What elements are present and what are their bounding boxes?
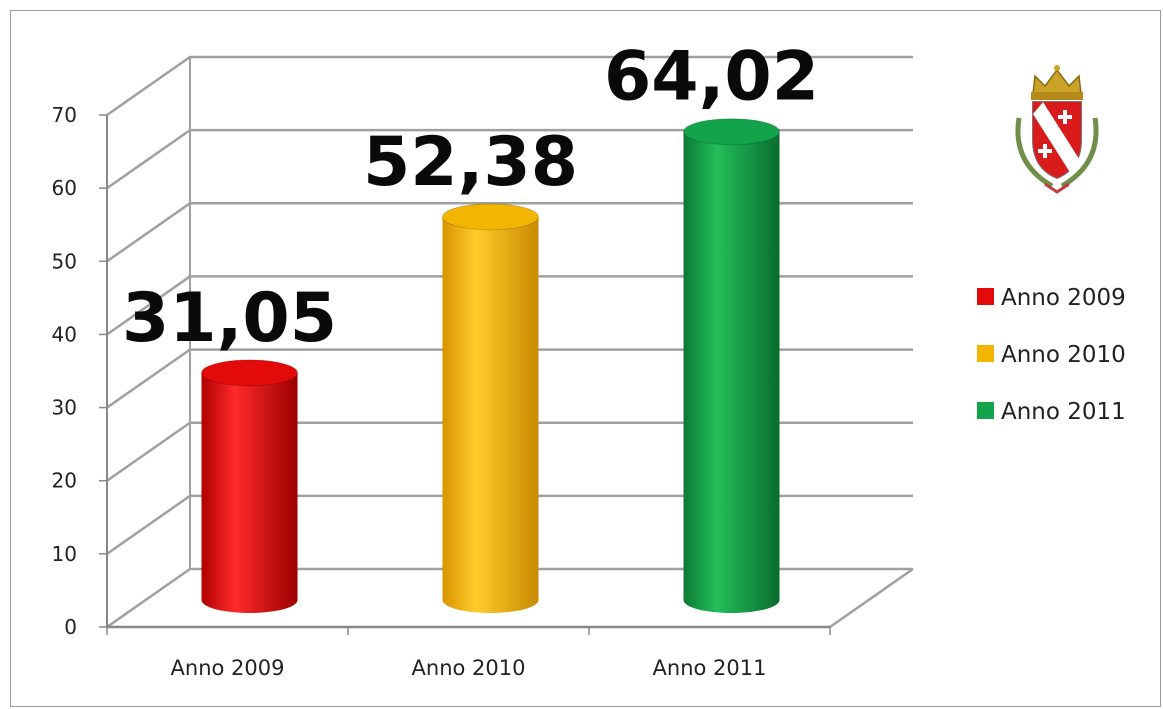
y-tick-label: 40 <box>52 322 77 346</box>
bar <box>201 359 298 613</box>
legend-swatch <box>977 345 994 362</box>
x-tick-label: Anno 2010 <box>412 656 526 680</box>
data-label: 31,05 <box>122 279 337 358</box>
legend-item-label: Anno 2009 <box>1001 285 1126 311</box>
legend-swatch <box>977 402 994 419</box>
data-label: 52,38 <box>363 123 578 202</box>
data-labels: 31,05 52,38 64,02 <box>122 38 819 358</box>
legend-swatch <box>977 288 994 305</box>
axes: 0 10 20 30 40 50 60 70 Anno 2009 Anno 2010 Anno 20… <box>52 103 831 680</box>
bar <box>683 118 780 613</box>
bars <box>201 118 780 613</box>
y-tick-label: 50 <box>52 249 77 273</box>
y-tick-label: 60 <box>52 176 77 200</box>
legend-item-label: Anno 2010 <box>1001 342 1126 368</box>
y-tick-label: 30 <box>52 396 77 420</box>
data-label: 64,02 <box>604 38 819 117</box>
gridlines <box>106 55 914 629</box>
y-tick-label: 20 <box>52 469 77 493</box>
y-tick-label: 70 <box>52 103 77 127</box>
y-tick-label: 0 <box>64 615 77 639</box>
bar <box>442 203 539 613</box>
x-tick-label: Anno 2009 <box>171 656 285 680</box>
chart-frame <box>10 10 1161 707</box>
y-tick-label: 10 <box>52 542 77 566</box>
legend: Anno 2009 Anno 2010 Anno 2011 <box>977 285 1126 425</box>
municipal-coat-of-arms-icon <box>1015 65 1099 194</box>
x-tick-label: Anno 2011 <box>653 656 767 680</box>
legend-item-label: Anno 2011 <box>1001 399 1126 425</box>
